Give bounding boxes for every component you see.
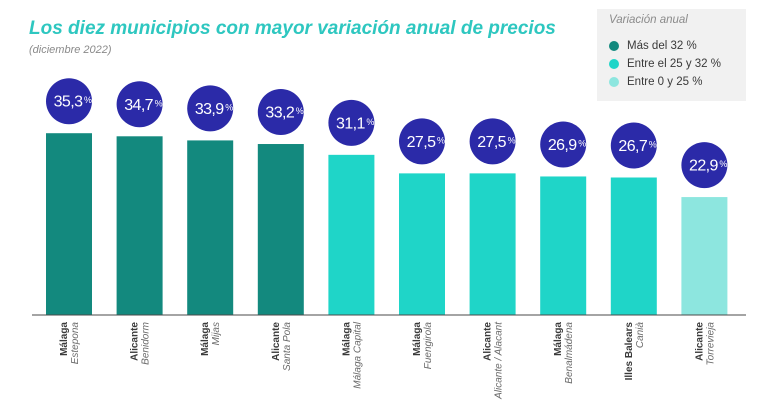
category-province-5: Málaga bbox=[341, 322, 352, 356]
bar-6 bbox=[399, 173, 445, 315]
value-badge-6 bbox=[399, 118, 445, 165]
data-label-6: 27,5 bbox=[407, 134, 436, 151]
category-municipality-6: Fuengirola bbox=[423, 322, 434, 370]
category-label-8: Málaga Benalmádena bbox=[553, 322, 575, 384]
legend-label-mid: Entre el 25 y 32 % bbox=[627, 58, 721, 70]
category-municipality-1: Estepona bbox=[70, 322, 81, 365]
category-municipality-10: Torrevieja bbox=[705, 322, 716, 366]
bar-8 bbox=[540, 176, 587, 315]
category-label-1: Málaga Estepona bbox=[59, 322, 81, 365]
category-municipality-2: Benidorm bbox=[141, 322, 152, 365]
legend-label-high: Más del 32 % bbox=[627, 40, 697, 52]
data-label-unit-7: % bbox=[508, 135, 516, 145]
bar-10 bbox=[681, 197, 728, 315]
bar-1 bbox=[46, 133, 92, 315]
category-province-7: Alicante bbox=[483, 322, 494, 361]
legend-label-low: Entre 0 y 25 % bbox=[627, 76, 703, 88]
category-province-9: Illes Balears bbox=[624, 322, 635, 381]
value-badge-5 bbox=[328, 99, 375, 146]
bar-9 bbox=[610, 177, 657, 315]
category-label-5: Málaga Málaga Capital bbox=[341, 321, 363, 388]
data-label-unit-6: % bbox=[437, 135, 445, 145]
data-label-unit-9: % bbox=[649, 139, 657, 149]
data-label-unit-1: % bbox=[84, 95, 92, 105]
category-label-6: Málaga Fuengirola bbox=[412, 322, 434, 370]
legend-item-low: Entre 0 y 25 % bbox=[609, 74, 702, 90]
bar-2 bbox=[116, 136, 163, 315]
data-label-7: 27,5 bbox=[477, 134, 506, 151]
category-municipality-3: Mijas bbox=[211, 322, 222, 345]
value-badge-4 bbox=[257, 89, 304, 136]
category-municipality-8: Benalmádena bbox=[564, 322, 575, 384]
data-label-unit-4: % bbox=[296, 106, 304, 116]
data-label-unit-5: % bbox=[366, 117, 374, 127]
data-label-4: 33,2 bbox=[265, 105, 294, 122]
legend-title: Variación anual bbox=[609, 14, 688, 26]
legend-item-high: Más del 32 % bbox=[609, 38, 697, 54]
category-label-4: Alicante Santa Pola bbox=[271, 322, 293, 371]
bar-5 bbox=[328, 154, 375, 315]
category-label-9: Illes Balears Canià bbox=[624, 322, 646, 381]
category-province-8: Málaga bbox=[553, 322, 564, 356]
data-label-1: 35,3 bbox=[54, 94, 83, 111]
data-label-unit-10: % bbox=[719, 159, 727, 169]
category-label-7: Alicante Alicante / Alacant bbox=[483, 321, 505, 400]
category-municipality-9: Canià bbox=[635, 322, 646, 349]
data-label-2: 34,7 bbox=[124, 97, 153, 114]
data-label-unit-2: % bbox=[155, 98, 163, 108]
value-badge-9 bbox=[610, 122, 657, 169]
value-badge-10 bbox=[681, 142, 728, 189]
bar-3 bbox=[187, 140, 234, 315]
bar-7 bbox=[469, 173, 516, 315]
chart-title: Los diez municipios con mayor variación … bbox=[29, 18, 556, 39]
data-label-5: 31,1 bbox=[336, 115, 365, 132]
category-label-10: Alicante Torrevieja bbox=[694, 322, 716, 366]
data-label-unit-3: % bbox=[225, 102, 233, 112]
bar-4 bbox=[257, 144, 304, 315]
category-label-2: Alicante Benidorm bbox=[130, 322, 152, 365]
value-badge-2 bbox=[116, 81, 163, 128]
legend: Variación anual Más del 32 % Entre el 25… bbox=[597, 9, 746, 101]
category-province-10: Alicante bbox=[694, 322, 705, 361]
data-label-8: 26,9 bbox=[548, 137, 577, 154]
category-municipality-4: Santa Pola bbox=[282, 322, 293, 371]
category-municipality-7: Alicante / Alacant bbox=[494, 321, 505, 400]
legend-swatch-low bbox=[609, 77, 619, 87]
value-badge-7 bbox=[469, 118, 516, 165]
value-badge-1 bbox=[46, 78, 92, 125]
legend-item-mid: Entre el 25 y 32 % bbox=[609, 56, 721, 72]
category-province-2: Alicante bbox=[130, 322, 141, 361]
category-province-3: Málaga bbox=[200, 322, 211, 356]
chart-subtitle: (diciembre 2022) bbox=[29, 44, 112, 56]
category-label-3: Málaga Mijas bbox=[200, 322, 222, 356]
data-label-9: 26,7 bbox=[618, 138, 647, 155]
data-label-10: 22,9 bbox=[689, 158, 718, 175]
legend-swatch-mid bbox=[609, 59, 619, 69]
category-province-4: Alicante bbox=[271, 322, 282, 361]
category-municipality-5: Málaga Capital bbox=[352, 321, 363, 388]
value-badge-8 bbox=[540, 121, 587, 168]
legend-swatch-high bbox=[609, 41, 619, 51]
value-badge-3 bbox=[187, 85, 234, 132]
category-province-1: Málaga bbox=[59, 322, 70, 356]
data-label-3: 33,9 bbox=[195, 101, 224, 118]
category-province-6: Málaga bbox=[412, 322, 423, 356]
data-label-unit-8: % bbox=[578, 138, 586, 148]
